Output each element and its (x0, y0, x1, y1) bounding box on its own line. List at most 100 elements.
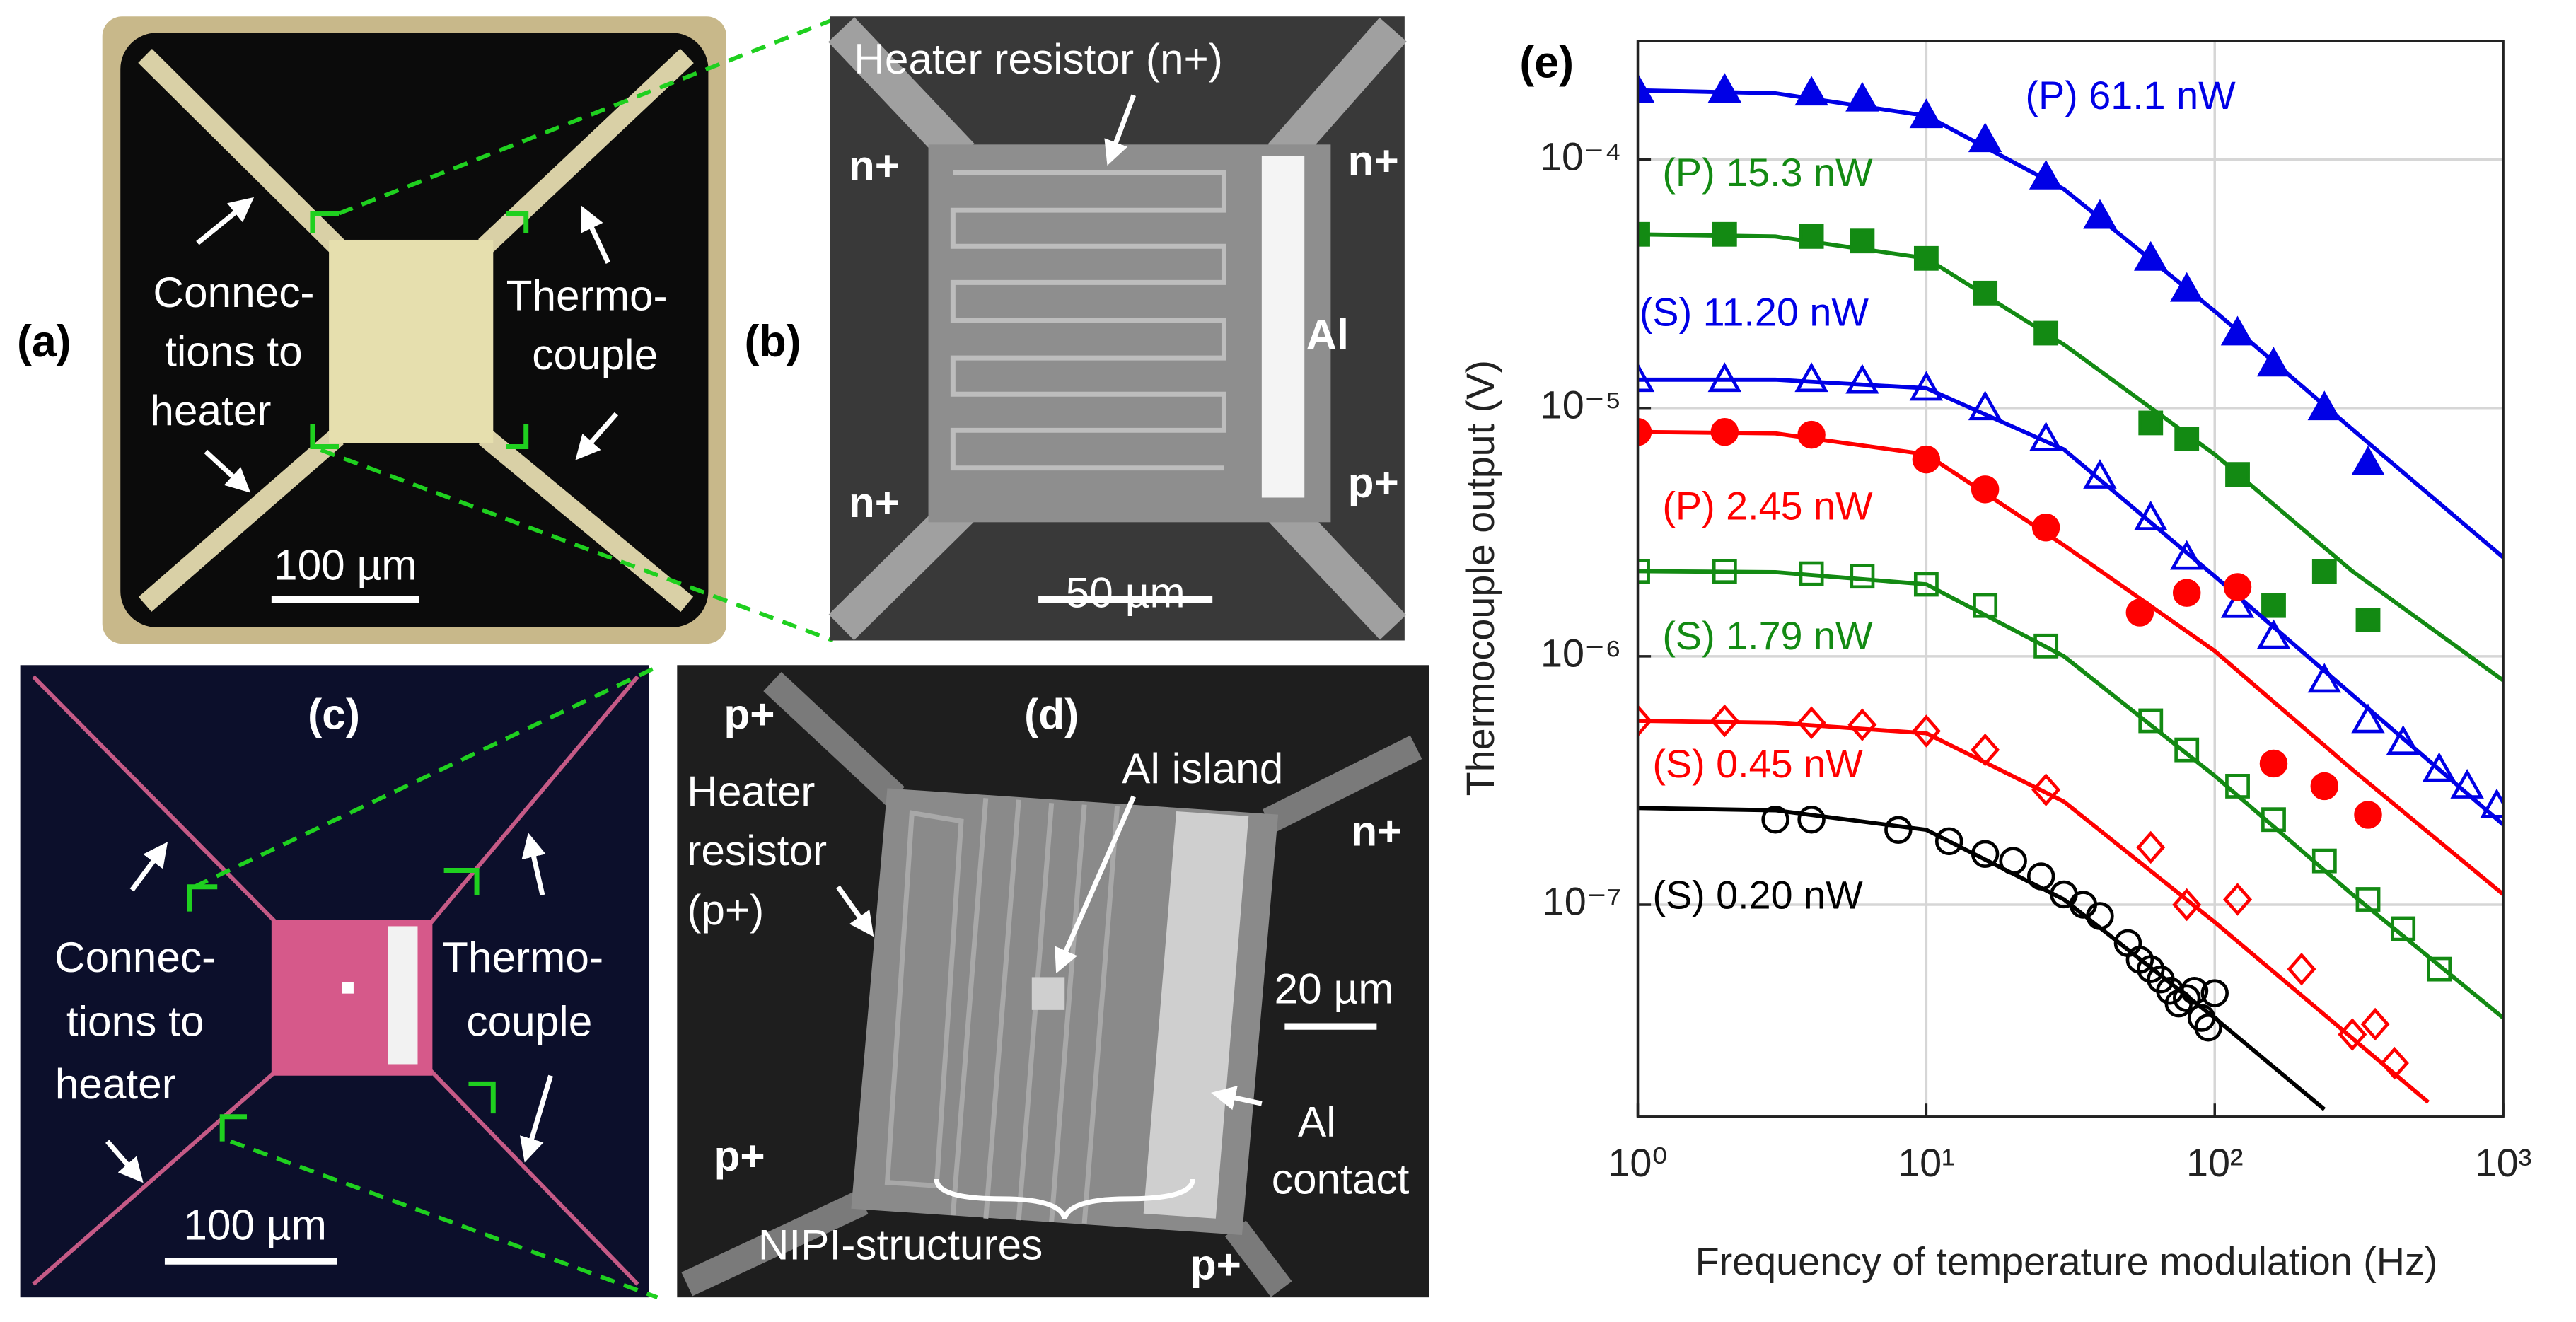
marker (1712, 559, 1737, 584)
marker (2172, 579, 2201, 607)
marker (2031, 773, 2061, 806)
annotation: tions to (165, 327, 303, 375)
marker (1913, 572, 1939, 597)
marker (1710, 704, 1739, 738)
panel-c (20, 665, 658, 1299)
annotation: Al island (1122, 744, 1283, 792)
annotation: p+ (714, 1132, 765, 1180)
marker (2287, 952, 2316, 986)
marker (1707, 73, 1742, 103)
fit-line (1637, 232, 2504, 683)
marker (1912, 445, 1941, 474)
annotation: heater (150, 386, 271, 434)
x-tick-label: 10² (2186, 1141, 2244, 1185)
marker (1850, 228, 1875, 254)
annotation: (p+) (687, 886, 764, 934)
marker (2180, 976, 2209, 1005)
annotation: Connec- (54, 933, 216, 981)
fit-line (1637, 429, 2504, 896)
x-tick-label: 10³ (2475, 1141, 2532, 1185)
marker (1637, 221, 1650, 247)
annotation: couple (466, 997, 592, 1045)
scale-bar-label: 100 µm (183, 1201, 327, 1249)
marker (1637, 73, 1655, 103)
marker (2307, 390, 2342, 421)
marker (1799, 224, 1824, 249)
x-tick-label: 10⁰ (1608, 1141, 1667, 1185)
marker (2083, 199, 2117, 229)
marker (1637, 418, 1652, 446)
marker (1794, 362, 1828, 393)
marker (1909, 98, 1944, 129)
annotation: n+ (849, 141, 900, 190)
marker (1909, 371, 1944, 401)
marker (2086, 902, 2114, 930)
marker (2311, 848, 2337, 874)
panel-label: (d) (1024, 690, 1079, 738)
annotation: Heater (687, 767, 815, 816)
marker (2169, 272, 2204, 302)
marker (2194, 1013, 2222, 1042)
annotation: p+ (1348, 458, 1399, 506)
marker (2174, 427, 2200, 451)
plot-area (1637, 41, 2504, 1117)
marker (2029, 159, 2063, 190)
marker (1968, 390, 2002, 421)
fit-line (1637, 719, 2430, 1104)
panel-texts: (a) Connec- tions to heater Thermo- coup… (17, 35, 1410, 1288)
marker (1637, 362, 1655, 393)
marker (1973, 280, 1998, 306)
annotation: Heater resistor (n+) (854, 35, 1223, 83)
fit-line (1637, 569, 2504, 1020)
marker (1971, 475, 2000, 504)
marker (2338, 1018, 2367, 1051)
marker (1971, 840, 2000, 869)
series-label: (S) 0.45 nW (1652, 742, 1863, 786)
marker (2360, 1007, 2390, 1041)
annotation: heater (55, 1060, 176, 1108)
marker (1847, 708, 1877, 741)
series-label: (P) 61.1 nW (2025, 74, 2236, 117)
marker (1911, 714, 1941, 748)
series-label: (S) 0.20 nW (1652, 874, 1863, 917)
marker (1845, 364, 1879, 394)
annotation: couple (532, 330, 658, 378)
panel-label: (e) (1519, 37, 1574, 87)
marker (2200, 979, 2229, 1007)
annotation: Thermo- (506, 271, 668, 319)
marker (2259, 749, 2288, 778)
marker (2134, 501, 2168, 530)
marker (2311, 559, 2337, 584)
marker (1971, 733, 2000, 767)
annotation: tions to (66, 997, 204, 1045)
marker (1973, 593, 1998, 618)
annotation: n+ (849, 478, 900, 526)
plot (1637, 73, 2504, 1111)
marker (2261, 593, 2286, 618)
annotation: n+ (1351, 806, 1402, 854)
marker (1710, 417, 1739, 446)
scale-bar-label: 50 µm (1066, 569, 1185, 617)
marker (2480, 788, 2504, 818)
annotation: NIPI-structures (758, 1220, 1043, 1268)
marker (2169, 540, 2204, 570)
marker (1845, 81, 1879, 112)
marker (2136, 830, 2166, 864)
marker (2174, 737, 2200, 763)
marker (1850, 564, 1875, 589)
marker (1884, 816, 1913, 844)
marker (2225, 774, 2250, 799)
marker (2355, 608, 2381, 632)
panel-d (677, 665, 1429, 1298)
series-label: (P) 2.45 nW (1662, 484, 1873, 528)
panel-a (102, 16, 834, 644)
marker (2256, 347, 2291, 377)
marker (2355, 887, 2381, 912)
marker (2256, 619, 2291, 649)
panel-label: (c) (308, 690, 360, 738)
marker (2307, 663, 2342, 693)
marker (2137, 955, 2165, 983)
marker (1797, 805, 1826, 834)
